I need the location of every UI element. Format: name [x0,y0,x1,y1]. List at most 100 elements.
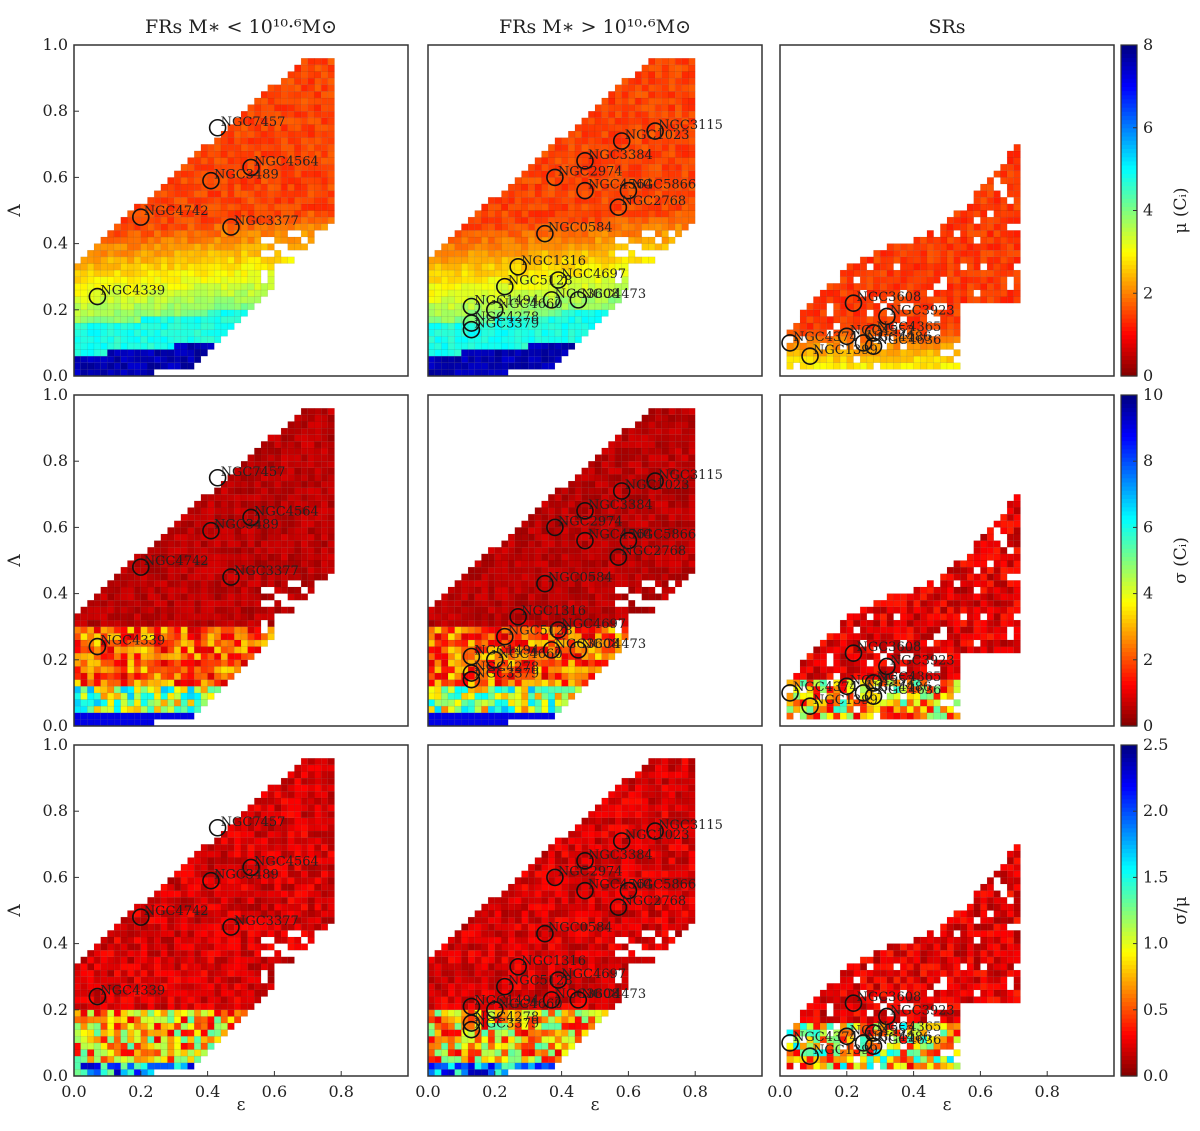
heatmap-cell [654,520,663,528]
heatmap-cell [461,586,469,594]
heatmap-cell [93,249,101,258]
heatmap-cell [280,580,289,588]
heatmap-cell [507,249,516,258]
heatmap-cell [127,599,135,608]
heatmap-cell [1006,190,1015,198]
heatmap-cell [688,414,696,422]
heatmap-cell [594,236,602,244]
heatmap-cell [467,263,476,271]
heatmap-cell [307,487,315,495]
heatmap-cell [173,712,182,720]
heatmap-cell [187,190,195,198]
heatmap-cell [641,593,649,601]
heatmap-cell [494,236,502,244]
heatmap-cell [307,527,315,535]
heatmap-cell [207,230,215,238]
heatmap-cell [73,309,81,317]
heatmap-cell [307,97,315,105]
heatmap-cell [260,256,268,264]
heatmap-cell [668,520,676,528]
heatmap-cell [267,276,275,284]
heatmap-cell [654,454,663,462]
heatmap-cell [180,163,188,172]
heatmap-cell [247,183,255,191]
heatmap-cell [274,540,282,548]
heatmap-cell [940,269,948,277]
heatmap-cell [227,124,235,132]
heatmap-cell [501,593,509,601]
heatmap-cell [167,646,175,654]
heatmap-cell [173,692,182,700]
heatmap-cell [307,124,315,132]
heatmap-cell [160,705,168,714]
heatmap-cell [527,692,536,700]
heatmap-cell [547,672,556,680]
heatmap-cell [674,64,683,72]
heatmap-cell [247,580,255,588]
heatmap-cell [147,369,155,377]
heatmap-cell [327,454,335,462]
heatmap-cell [668,441,676,449]
heatmap-cell [541,705,549,714]
heatmap-cell [574,243,582,251]
heatmap-cell [167,692,175,700]
heatmap-cell [993,269,1001,277]
heatmap-cell [234,190,242,198]
heatmap-cell [441,283,449,291]
heatmap-cell [133,322,142,330]
heatmap-cell [527,336,536,344]
heatmap-cell [634,71,643,79]
heatmap-cell [220,296,228,304]
heatmap-cell [327,480,335,488]
heatmap-cell [674,150,683,158]
heatmap-cell [554,349,562,357]
heatmap-cell [494,593,502,601]
heatmap-cell [441,672,449,680]
heatmap-cell [1006,230,1015,238]
heatmap-cell [287,460,295,469]
heatmap-cell [73,613,81,621]
heatmap-cell [507,580,516,588]
heatmap-cell [173,183,182,191]
heatmap-cell [274,91,282,99]
heatmap-cell [214,302,222,311]
y-tick-label: 1.0 [43,35,68,54]
heatmap-cell [113,302,122,311]
heatmap-cell [628,249,636,258]
heatmap-cell [314,533,322,541]
heatmap-cell [214,223,222,231]
heatmap-cell [447,302,455,311]
heatmap-cell [521,230,529,238]
heatmap-cell [507,547,516,555]
heatmap-cell [946,249,954,258]
heatmap-cell [641,454,649,462]
heatmap-cell [140,613,148,621]
heatmap-cell [461,719,469,727]
heatmap-cell [113,276,122,284]
heatmap-cell [240,276,248,284]
heatmap-cell [214,606,222,614]
heatmap-cell [80,289,88,297]
heatmap-cell [167,177,175,185]
heatmap-cell [953,210,961,218]
heatmap-cell [100,362,108,370]
heatmap-cell [173,276,182,284]
heatmap-cell [481,705,489,714]
heatmap-cell [280,144,289,152]
heatmap-cell [140,606,148,614]
heatmap-cell [608,599,616,608]
heatmap-cell [554,507,562,515]
heatmap-cell [214,560,222,568]
heatmap-cell [193,322,202,330]
heatmap-cell [654,104,663,112]
heatmap-cell [307,170,315,178]
heatmap-cell [320,57,329,66]
heatmap-cell [193,243,202,251]
heatmap-cell [260,606,268,614]
heatmap-cell [127,269,135,277]
heatmap-cell [307,553,315,561]
heatmap-cell [267,137,275,145]
heatmap-cell [474,580,482,588]
heatmap-cell [574,236,582,244]
heatmap-cell [688,494,696,502]
